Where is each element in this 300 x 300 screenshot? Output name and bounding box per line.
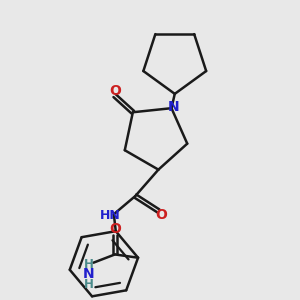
- Text: H: H: [84, 278, 94, 291]
- Text: N: N: [83, 267, 94, 281]
- Text: O: O: [109, 84, 121, 98]
- Text: HN: HN: [100, 209, 120, 222]
- Text: H: H: [84, 258, 94, 271]
- Text: O: O: [155, 208, 167, 222]
- Text: N: N: [167, 100, 179, 113]
- Text: O: O: [109, 222, 121, 236]
